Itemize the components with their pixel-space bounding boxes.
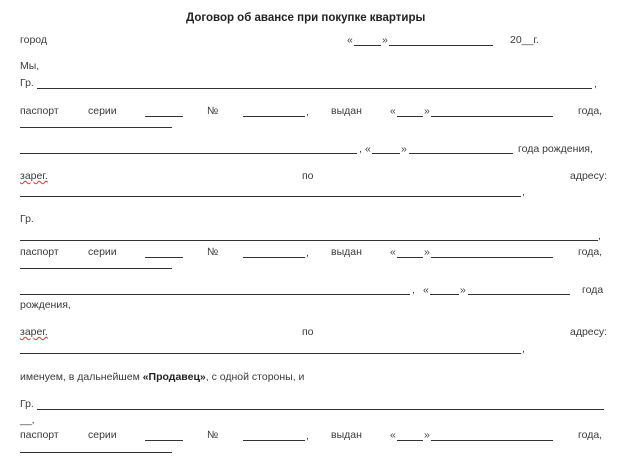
named-prefix: именуем, в дальнейшем — [20, 371, 143, 383]
series-blank[interactable] — [145, 116, 183, 117]
birth-place-blank[interactable] — [20, 294, 410, 295]
address-label: адресу: — [570, 326, 608, 338]
seller-term: «Продавец» — [142, 371, 206, 383]
quote-open: « — [390, 429, 396, 441]
quote-close: » — [424, 246, 430, 258]
comma: , — [359, 143, 362, 155]
year-word: года — [582, 284, 604, 296]
seller-clause: именуем, в дальнейшем «Продавец», с одно… — [20, 371, 304, 383]
comma: , — [594, 78, 597, 90]
quote-close: » — [424, 429, 430, 441]
issue-day-blank[interactable] — [397, 116, 423, 117]
comma: , — [306, 430, 309, 442]
comma: , — [598, 230, 601, 242]
issuer-blank[interactable] — [20, 452, 172, 453]
number-blank[interactable] — [243, 440, 305, 441]
year-word: года, — [578, 246, 603, 258]
comma: , — [306, 247, 309, 259]
issue-month-blank[interactable] — [431, 116, 553, 117]
quote-open: « — [347, 34, 353, 46]
citizen-label: Гр. — [20, 398, 34, 410]
year-birth: года рождения, — [518, 143, 593, 155]
issuer-blank[interactable] — [20, 268, 172, 269]
blank-comma: __, — [20, 414, 35, 426]
year-word: года, — [578, 105, 603, 117]
birth-day-blank[interactable] — [430, 294, 459, 295]
name-blank-2[interactable] — [20, 240, 598, 241]
address-blank-1[interactable] — [20, 196, 521, 197]
name-blank-1[interactable] — [37, 88, 592, 89]
address-label: адресу: — [570, 170, 608, 182]
day-blank[interactable] — [354, 45, 381, 46]
year-word: года, — [578, 429, 603, 441]
issued-label: выдан — [331, 429, 362, 441]
birth-label: рождения, — [20, 299, 71, 311]
month-blank[interactable] — [389, 45, 493, 46]
passport-label: паспорт — [20, 246, 59, 258]
citizen-label: Гр. — [20, 77, 34, 89]
issue-day-blank[interactable] — [397, 440, 423, 441]
number-sign: № — [207, 105, 219, 117]
we-label: Мы, — [20, 60, 40, 72]
named-suffix: , с одной стороны, и — [205, 371, 305, 383]
passport-label: паспорт — [20, 105, 59, 117]
registered-label: зарег. — [20, 326, 48, 338]
comma: , — [306, 106, 309, 118]
quote-close: » — [401, 143, 407, 155]
quote-close: » — [424, 105, 430, 117]
number-blank[interactable] — [243, 257, 305, 258]
number-sign: № — [207, 246, 219, 258]
quote-close: » — [460, 284, 466, 296]
name-blank-3[interactable] — [37, 409, 604, 410]
issue-month-blank[interactable] — [431, 440, 553, 441]
quote-close: » — [382, 34, 388, 46]
series-label: серии — [88, 246, 117, 258]
comma: , — [522, 186, 525, 198]
quote-open: « — [390, 246, 396, 258]
address-blank-2[interactable] — [20, 353, 521, 354]
comma: , — [412, 284, 415, 296]
series-blank[interactable] — [145, 440, 183, 441]
birth-place-blank[interactable] — [20, 153, 357, 154]
series-label: серии — [88, 429, 117, 441]
by-label: по — [302, 170, 314, 182]
quote-open: « — [390, 105, 396, 117]
year-label: 20__г. — [510, 34, 539, 46]
birth-day-blank[interactable] — [372, 153, 400, 154]
quote-open: « — [365, 143, 371, 155]
birth-month-blank[interactable] — [409, 153, 513, 154]
series-blank[interactable] — [145, 257, 183, 258]
registered-label: зарег. — [20, 170, 48, 182]
comma: , — [522, 343, 525, 355]
series-label: серии — [88, 105, 117, 117]
number-sign: № — [207, 429, 219, 441]
quote-open: « — [423, 284, 429, 296]
issue-day-blank[interactable] — [397, 257, 423, 258]
passport-label: паспорт — [20, 429, 59, 441]
citizen-label: Гр. — [20, 213, 34, 225]
issued-label: выдан — [331, 246, 362, 258]
issuer-blank[interactable] — [20, 127, 172, 128]
by-label: по — [302, 326, 314, 338]
page-title: Договор об авансе при покупке квартиры — [186, 12, 426, 24]
birth-month-blank[interactable] — [468, 294, 570, 295]
city-label: город — [20, 34, 48, 46]
issued-label: выдан — [331, 105, 362, 117]
number-blank[interactable] — [243, 116, 305, 117]
issue-month-blank[interactable] — [431, 257, 553, 258]
